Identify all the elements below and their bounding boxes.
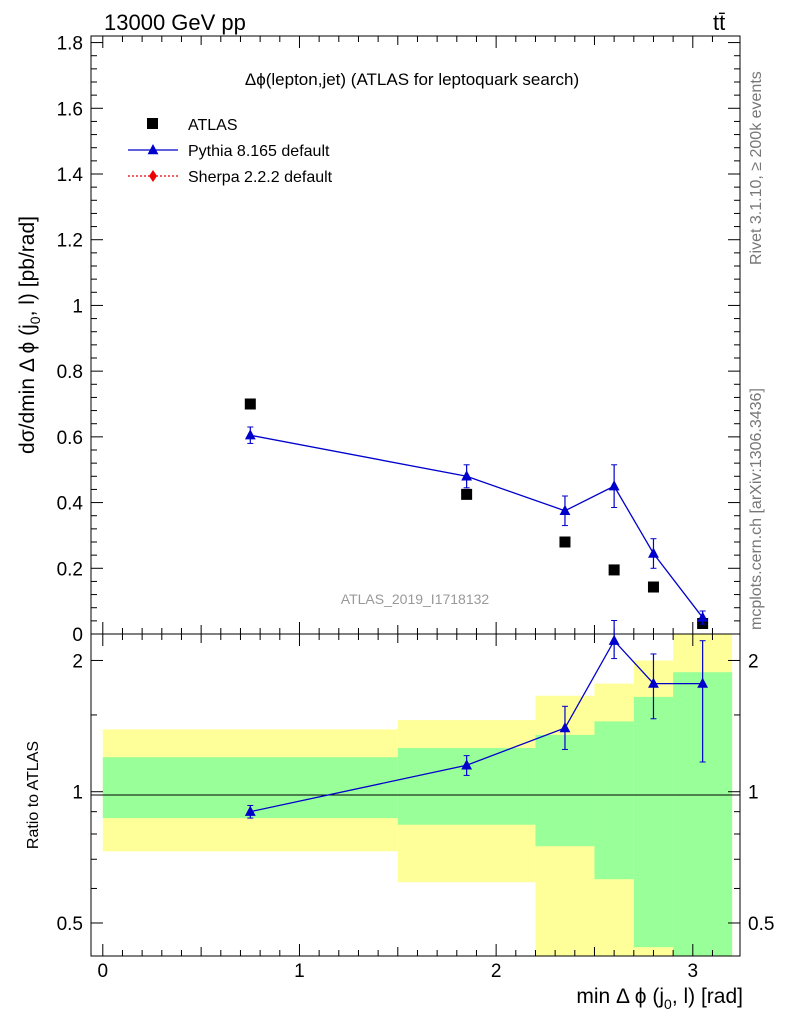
ratio-ytick-label-right: 1 — [748, 783, 759, 804]
ratio-pythia-point — [244, 805, 256, 816]
main-ytick-label: 1 — [72, 296, 83, 317]
plot-title: Δϕ(lepton,jet) (ATLAS for leptoquark sea… — [245, 70, 579, 89]
xtick-label: 2 — [491, 961, 502, 982]
ratio-panel: 0.5 0.5 1 1 2 2 0 1 2 3 Ratio to ATLAS min Δ ϕ (… — [25, 36, 774, 1012]
pythia-line — [250, 434, 704, 618]
ratio-pythia-point — [608, 634, 620, 645]
energy-label: 13000 GeV pp — [104, 10, 246, 35]
atlas-point — [244, 398, 256, 410]
ratio-band-green — [633, 696, 674, 948]
main-ytick-label: 1.4 — [57, 165, 84, 186]
main-ytick-label: 0.8 — [57, 362, 83, 383]
main-ytick-label: 1.2 — [57, 231, 83, 252]
ratio-band-green — [535, 734, 595, 847]
ratio-band-green — [594, 721, 634, 880]
legend-label: Pythia 8.165 default — [188, 143, 330, 160]
legend-label: Sherpa 2.2.2 default — [188, 169, 333, 186]
atlas-point — [559, 536, 571, 548]
ratio-series — [244, 619, 709, 819]
rivet-label: Rivet 3.1.10, ≥ 200k events — [748, 71, 765, 265]
atlas-point — [608, 564, 620, 576]
xtick-label: 0 — [98, 961, 109, 982]
pythia-point — [697, 611, 709, 622]
main-ytick-label: 1.8 — [57, 34, 83, 55]
main-ytick-label: 0 — [72, 625, 83, 646]
ratio-pythia-line — [250, 639, 703, 813]
process-label: tt̄ — [713, 10, 725, 35]
ratio-ytick-label-right: 2 — [748, 651, 759, 672]
analysis-id: ATLAS_2019_I1718132 — [341, 591, 490, 607]
xtick-label: 3 — [688, 961, 699, 982]
xtick-label: 1 — [294, 961, 305, 982]
pythia-point — [648, 547, 659, 558]
ratio-ylabel: Ratio to ATLAS — [25, 741, 42, 849]
atlas-point — [647, 581, 659, 593]
legend-marker-triangle — [147, 144, 159, 155]
main-ytick-label: 0.2 — [57, 559, 83, 580]
main-panel: 0 0.2 0.4 0.6 0.8 1 1.2 1.4 1.6 1.8 Δϕ(lepton,jet… — [16, 34, 741, 646]
ratio-ytick-label: 0.5 — [57, 914, 83, 935]
ratio-pythia-point — [461, 759, 473, 770]
pythia-point — [559, 504, 571, 515]
x-axis-label: min Δ ϕ (j0, l) [rad] — [576, 985, 743, 1012]
mcplots-label: mcplots.cern.ch [arXiv:1306.3436] — [748, 388, 765, 630]
legend-marker-square — [147, 118, 158, 129]
main-ytick-label: 0.6 — [57, 428, 83, 449]
legend-label: ATLAS — [188, 117, 238, 134]
main-series — [244, 398, 709, 629]
main-y-axis: 0 0.2 0.4 0.6 0.8 1 1.2 1.4 1.6 1.8 — [57, 34, 740, 646]
main-ytick-label: 1.6 — [57, 99, 83, 120]
x-axis: 0 1 2 3 — [98, 36, 713, 982]
ratio-y-axis: 0.5 0.5 1 1 2 2 — [57, 651, 775, 935]
ratio-ytick-label: 1 — [72, 783, 83, 804]
ratio-pythia-point — [559, 722, 571, 733]
main-ylabel: dσ/dmin Δ ϕ (j0, l) [pb/rad] — [16, 216, 43, 454]
ratio-ytick-label: 2 — [72, 651, 83, 672]
ratio-pythia-point — [648, 677, 659, 688]
ratio-ytick-label-right: 0.5 — [748, 914, 774, 935]
legend-marker-diamond — [149, 170, 157, 182]
ratio-pythia-point — [697, 677, 709, 688]
pythia-point — [461, 470, 473, 481]
main-ytick-label: 0.4 — [57, 494, 84, 515]
legend: ATLAS Pythia 8.165 default Sherpa 2.2.2 de… — [128, 117, 333, 186]
atlas-point — [461, 488, 473, 500]
pythia-point — [244, 429, 256, 440]
pythia-point — [608, 480, 620, 491]
